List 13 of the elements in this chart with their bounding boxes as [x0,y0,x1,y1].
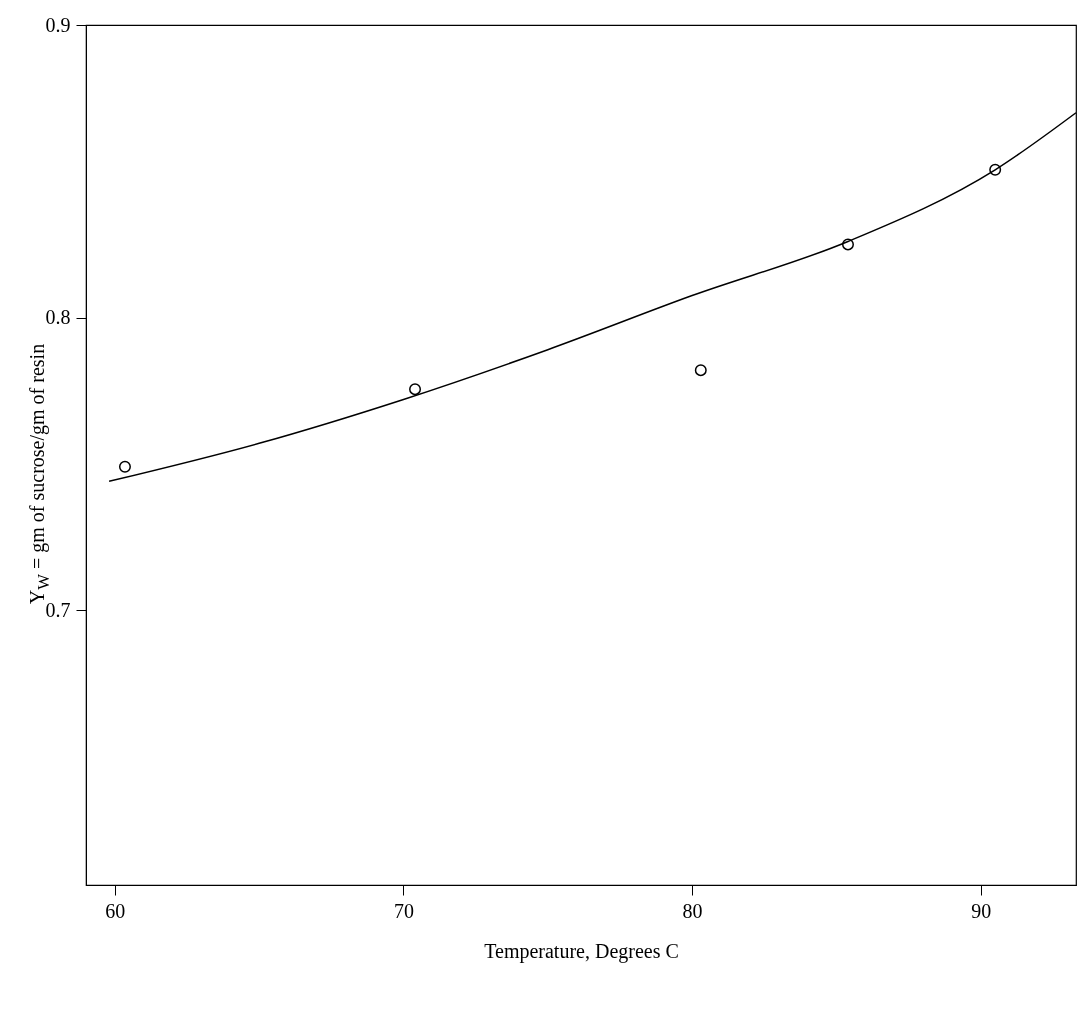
y-tick-label: 0.7 [45,598,71,621]
x-tick-label: 80 [682,899,703,922]
x-axis-title: Temperature, Degrees C [484,939,679,963]
point [118,460,131,473]
x-tick-label: 60 [105,899,126,922]
point [989,163,1002,176]
y-tick-label: 0.8 [45,306,71,329]
x-tick-label: 70 [393,899,414,922]
y-tick-label: 0.9 [45,13,71,36]
x-tick-label: 90 [971,899,992,922]
point [409,383,422,396]
point [841,238,854,251]
point [694,364,707,377]
